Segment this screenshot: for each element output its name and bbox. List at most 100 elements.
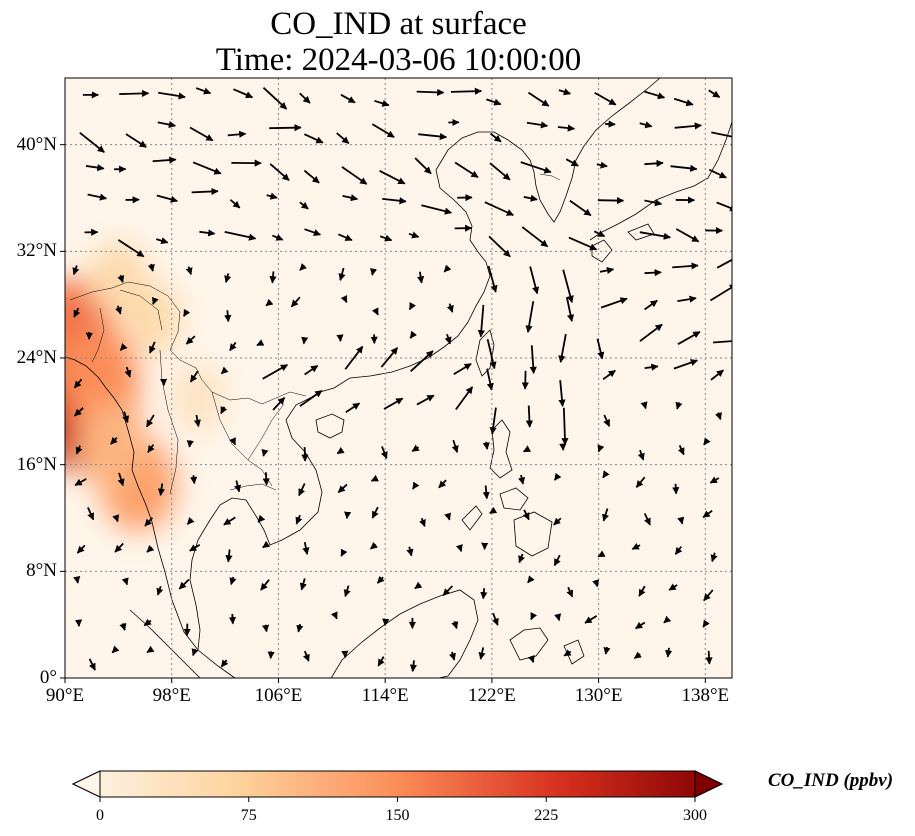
wind-vector-arrow (410, 350, 434, 373)
wind-vector-arrow (190, 475, 198, 485)
wind-vector-arrow (370, 474, 379, 482)
wind-vector-arrow (518, 553, 525, 564)
wind-vector-arrow (566, 586, 574, 598)
wind-vector-arrow (371, 307, 379, 316)
wind-vector-arrow (186, 440, 194, 448)
wind-vector-arrow (569, 199, 592, 217)
wind-vector-arrow (156, 194, 178, 203)
wind-vector-arrow (262, 87, 288, 110)
wind-vector-arrow (522, 445, 532, 453)
wind-vector-arrow (374, 99, 390, 107)
wind-vector-arrow (421, 204, 453, 215)
wind-vector-arrow (338, 233, 353, 242)
wind-vector-arrow (557, 124, 576, 132)
wind-vector-arrow (257, 514, 266, 523)
wind-vector-arrow (708, 168, 727, 179)
wind-vector-arrow (74, 407, 84, 417)
wind-vector-arrow (665, 647, 673, 658)
wind-vector-arrow (220, 366, 229, 375)
wind-vector-arrow (88, 658, 96, 671)
lon-tick-label: 106°E (254, 685, 303, 706)
wind-vector-arrow (344, 345, 364, 370)
wind-vector-arrow (345, 402, 361, 414)
wind-vector-arrow (639, 323, 663, 342)
wind-vector-arrow (330, 611, 338, 620)
wind-vector-arrow (600, 297, 628, 309)
wind-vector-arrow (558, 380, 566, 407)
wind-vector-arrow (408, 302, 416, 311)
colorbar-tick-label: 300 (683, 807, 707, 824)
wind-vector-arrow (454, 161, 479, 179)
lat-tick-label: 40°N (16, 133, 57, 155)
wind-vector-arrow (304, 228, 322, 236)
wind-vector-arrow (677, 331, 701, 345)
coastline-halmahera (563, 639, 585, 665)
wind-vector-arrow (229, 437, 237, 446)
wind-vector-arrow (563, 649, 572, 657)
wind-vector-arrow (455, 544, 463, 553)
wind-vector-arrow (370, 541, 378, 550)
lat-tick-label: 0° (39, 667, 57, 688)
wind-vector-arrow (272, 397, 286, 411)
wind-vector-arrow (185, 335, 196, 345)
wind-vector-arrow (304, 133, 324, 144)
wind-vector-arrow (290, 296, 301, 308)
wind-vector-arrow (121, 577, 129, 586)
wind-vector-arrow (449, 651, 456, 661)
wind-vector-arrow (336, 446, 345, 455)
wind-vector-arrow (379, 234, 393, 242)
wind-vector-arrow (383, 397, 404, 410)
wind-vector-arrow (491, 612, 499, 626)
wind-vector-arrow (525, 405, 534, 428)
wind-vector-arrow (223, 516, 236, 526)
wind-vector-arrow (110, 436, 118, 445)
wind-vector-arrow (562, 269, 574, 303)
wind-vector-arrow (149, 341, 156, 354)
lat-tick-label: 32°N (16, 240, 57, 262)
coastline-kyushu (591, 239, 613, 263)
wind-vector-arrow (267, 651, 275, 659)
wind-vector-arrow (603, 414, 611, 427)
wind-vector-arrow (639, 231, 671, 240)
wind-vector-arrow (710, 552, 718, 563)
coastline-visayas (499, 487, 529, 511)
coastline-luzon (489, 419, 513, 479)
wind-vector-arrow (199, 229, 216, 237)
wind-vector-arrow (411, 444, 420, 452)
wind-vector-arrow (529, 345, 537, 375)
wind-vector-arrow (234, 480, 242, 493)
wind-vector-arrow (416, 88, 445, 97)
wind-vector-arrow (523, 194, 538, 202)
wind-vector-arrow (224, 273, 232, 283)
wind-vector-arrow (340, 294, 348, 304)
wind-vector-arrow (602, 470, 610, 479)
wind-vector-arrow (192, 161, 222, 175)
wind-vector-arrow (488, 235, 511, 258)
wind-vector-arrow (442, 585, 454, 597)
wind-vector-arrow (672, 262, 699, 270)
wind-vector-arrow (185, 266, 193, 276)
wind-vector-arrow (342, 194, 358, 202)
wind-vector-arrow (419, 517, 426, 527)
wind-vector-arrow (703, 589, 714, 602)
wind-vector-arrow (635, 476, 646, 488)
wind-vector-arrow (705, 650, 713, 665)
wind-vector-arrow (451, 620, 459, 630)
wind-vector-arrow (443, 264, 452, 273)
colorbar-tick-label: 0 (96, 807, 104, 824)
wind-vector-arrow (677, 516, 685, 525)
wind-vector-arrow (79, 132, 105, 153)
wind-vector-arrow (520, 161, 552, 174)
wind-vector-arrow (644, 269, 662, 277)
wind-vector-arrow (489, 132, 502, 143)
coastline-hainan (315, 413, 345, 439)
wind-vector-arrow (124, 366, 132, 378)
wind-vector-arrow (527, 91, 550, 107)
wind-vector-arrow (409, 660, 418, 672)
wind-vector-arrow (261, 448, 269, 457)
wind-vector-arrow (716, 201, 732, 212)
wind-vector-arrow (229, 341, 237, 352)
wind-vectors (72, 87, 732, 672)
wind-vector-arrow (143, 618, 152, 627)
wind-vector-arrow (702, 619, 710, 628)
